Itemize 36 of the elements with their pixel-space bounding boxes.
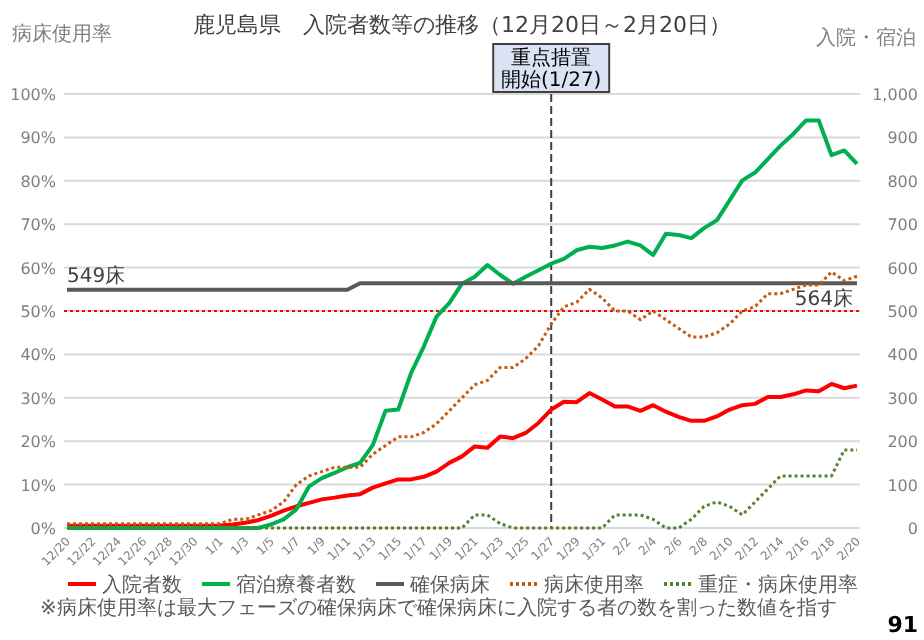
ytick-label: 10% [20,476,56,495]
line-series [65,448,859,530]
ytick-label: 90% [20,129,56,148]
y2tick-label: 1,000 [872,86,918,104]
y2tick-label: 800 [887,172,918,191]
ytick-label: 20% [20,433,56,452]
y2tick-label: 600 [887,259,918,278]
legend-label: 病床使用率 [544,573,644,597]
data-label: 549床 [67,263,126,288]
y2tick-label: 300 [887,389,918,408]
ytick-label: 30% [20,389,56,408]
ytick-label: 80% [20,172,56,191]
ytick-label: 0% [30,520,56,538]
y2tick-label: 900 [887,129,918,148]
legend-label: 宿泊療養者数 [236,573,356,597]
y2tick-label: 200 [887,433,918,452]
ytick-label: 60% [20,259,56,278]
ytick-label: 100% [10,86,56,104]
ref-line-label: 重点措置開始(1/27) [500,48,602,92]
text: 91 [887,612,918,638]
y2tick-label: 500 [887,303,918,321]
legend-label: 入院者数 [102,573,182,597]
data-label: 564床 [794,287,853,312]
ytick-label: 50% [20,303,56,321]
text: ※病床使用率は最大フェーズの確保病床で確保病床に入院する者の数を割った数値を指す [40,596,837,620]
y2tick-label: 700 [887,216,918,235]
y2-axis-title: 入院・宿泊 [816,26,916,50]
y-axis-title: 病床使用率 [12,22,112,46]
y2tick-label: 100 [887,476,918,495]
legend-label: 確保病床 [408,573,490,597]
ytick-label: 40% [20,346,56,365]
legend-label: 重症・病床使用率 [698,573,858,597]
y2tick-label: 0 [907,520,918,538]
ytick-label: 70% [20,216,56,235]
title: 鹿児島県 入院者数等の推移（12月20日～2月20日） [193,12,731,38]
y2tick-label: 400 [887,346,918,365]
